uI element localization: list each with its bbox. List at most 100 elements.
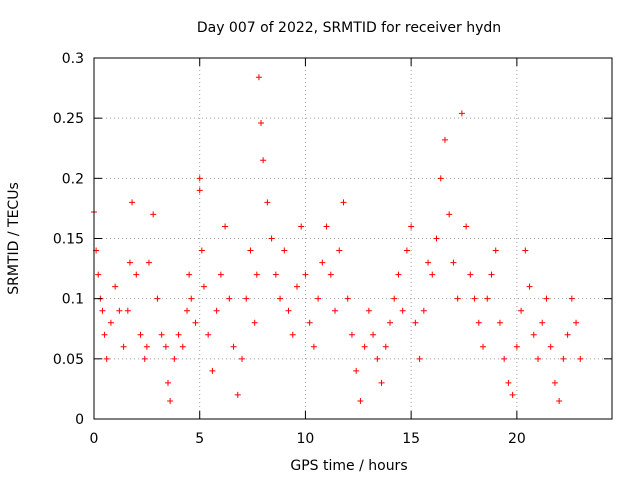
data-point	[450, 259, 457, 266]
data-point	[281, 247, 288, 254]
data-point	[319, 259, 326, 266]
data-point	[336, 247, 343, 254]
data-point	[145, 259, 152, 266]
data-point	[340, 199, 347, 206]
data-point	[165, 379, 171, 386]
data-point	[226, 295, 233, 302]
x-tick-label: 5	[195, 431, 204, 447]
data-point	[395, 271, 402, 278]
data-point	[387, 319, 393, 326]
x-tick-label: 15	[402, 431, 420, 447]
data-point	[577, 355, 584, 362]
data-point	[425, 259, 432, 266]
data-point	[509, 391, 516, 398]
data-point	[560, 355, 567, 362]
data-point	[522, 247, 529, 254]
data-point	[234, 391, 241, 398]
data-point	[179, 343, 186, 350]
data-point	[126, 259, 133, 266]
data-point	[556, 397, 563, 404]
data-point	[492, 247, 499, 254]
data-point	[186, 271, 193, 278]
data-point	[258, 119, 265, 126]
data-point	[539, 319, 546, 326]
data-point	[374, 355, 381, 362]
data-points	[91, 74, 584, 404]
data-point	[99, 307, 106, 314]
data-point	[441, 136, 448, 143]
data-point	[133, 271, 140, 278]
x-tick-label: 0	[90, 431, 99, 447]
data-point	[196, 187, 203, 194]
data-point	[196, 175, 203, 182]
data-point	[480, 343, 487, 350]
data-point	[420, 307, 427, 314]
data-point	[573, 319, 580, 326]
y-tick-label: 0.3	[62, 51, 84, 67]
data-point	[530, 331, 537, 338]
data-point	[150, 211, 157, 218]
data-point	[209, 367, 216, 374]
data-point	[513, 343, 520, 350]
data-point	[239, 355, 245, 362]
data-point	[222, 223, 229, 230]
data-point	[154, 295, 161, 302]
x-tick-label: 10	[297, 431, 315, 447]
data-point	[403, 247, 410, 254]
data-point	[112, 283, 119, 290]
data-point	[332, 307, 339, 314]
data-point	[298, 223, 305, 230]
data-point	[116, 307, 123, 314]
x-tick-label: 20	[508, 431, 526, 447]
y-tick-label: 0.2	[62, 171, 84, 187]
data-point	[247, 247, 254, 254]
data-point	[323, 223, 330, 230]
data-point	[253, 271, 260, 278]
data-point	[315, 295, 322, 302]
data-point	[437, 175, 444, 182]
data-point	[158, 331, 165, 338]
x-axis-label: GPS time / hours	[290, 458, 407, 474]
data-point	[293, 283, 300, 290]
data-point	[198, 247, 205, 254]
data-point	[370, 331, 377, 338]
data-point	[412, 319, 419, 326]
data-point	[382, 343, 389, 350]
data-point	[124, 307, 131, 314]
data-point	[505, 379, 512, 386]
data-point	[378, 379, 385, 386]
data-point	[230, 343, 237, 350]
data-point	[568, 295, 575, 302]
y-tick-label: 0	[75, 412, 84, 428]
data-point	[446, 211, 453, 218]
data-point	[475, 319, 482, 326]
data-point	[268, 235, 275, 242]
data-point	[95, 271, 102, 278]
data-point	[429, 271, 436, 278]
data-point	[467, 271, 474, 278]
chart-title: Day 007 of 2022, SRMTID for receiver hyd…	[197, 20, 501, 36]
data-point	[547, 343, 554, 350]
data-point	[103, 355, 110, 362]
data-point	[264, 199, 271, 206]
data-point	[277, 295, 284, 302]
data-point	[184, 307, 191, 314]
data-point	[306, 319, 313, 326]
data-point	[129, 199, 136, 206]
data-point	[192, 319, 199, 326]
data-point	[357, 397, 364, 404]
data-point	[255, 74, 262, 81]
data-point	[101, 331, 108, 338]
data-point	[361, 343, 368, 350]
data-point	[289, 331, 296, 338]
data-point	[463, 223, 470, 230]
data-point	[188, 295, 195, 302]
data-point	[272, 271, 279, 278]
y-axis-label: SRMTID / TECUs	[6, 182, 22, 295]
data-point	[518, 307, 525, 314]
data-point	[120, 343, 127, 350]
data-point	[175, 331, 182, 338]
data-point	[496, 319, 503, 326]
data-point	[353, 367, 360, 374]
data-point	[167, 397, 174, 404]
